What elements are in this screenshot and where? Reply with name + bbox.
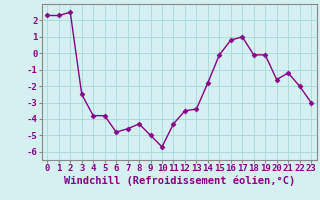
X-axis label: Windchill (Refroidissement éolien,°C): Windchill (Refroidissement éolien,°C): [64, 176, 295, 186]
